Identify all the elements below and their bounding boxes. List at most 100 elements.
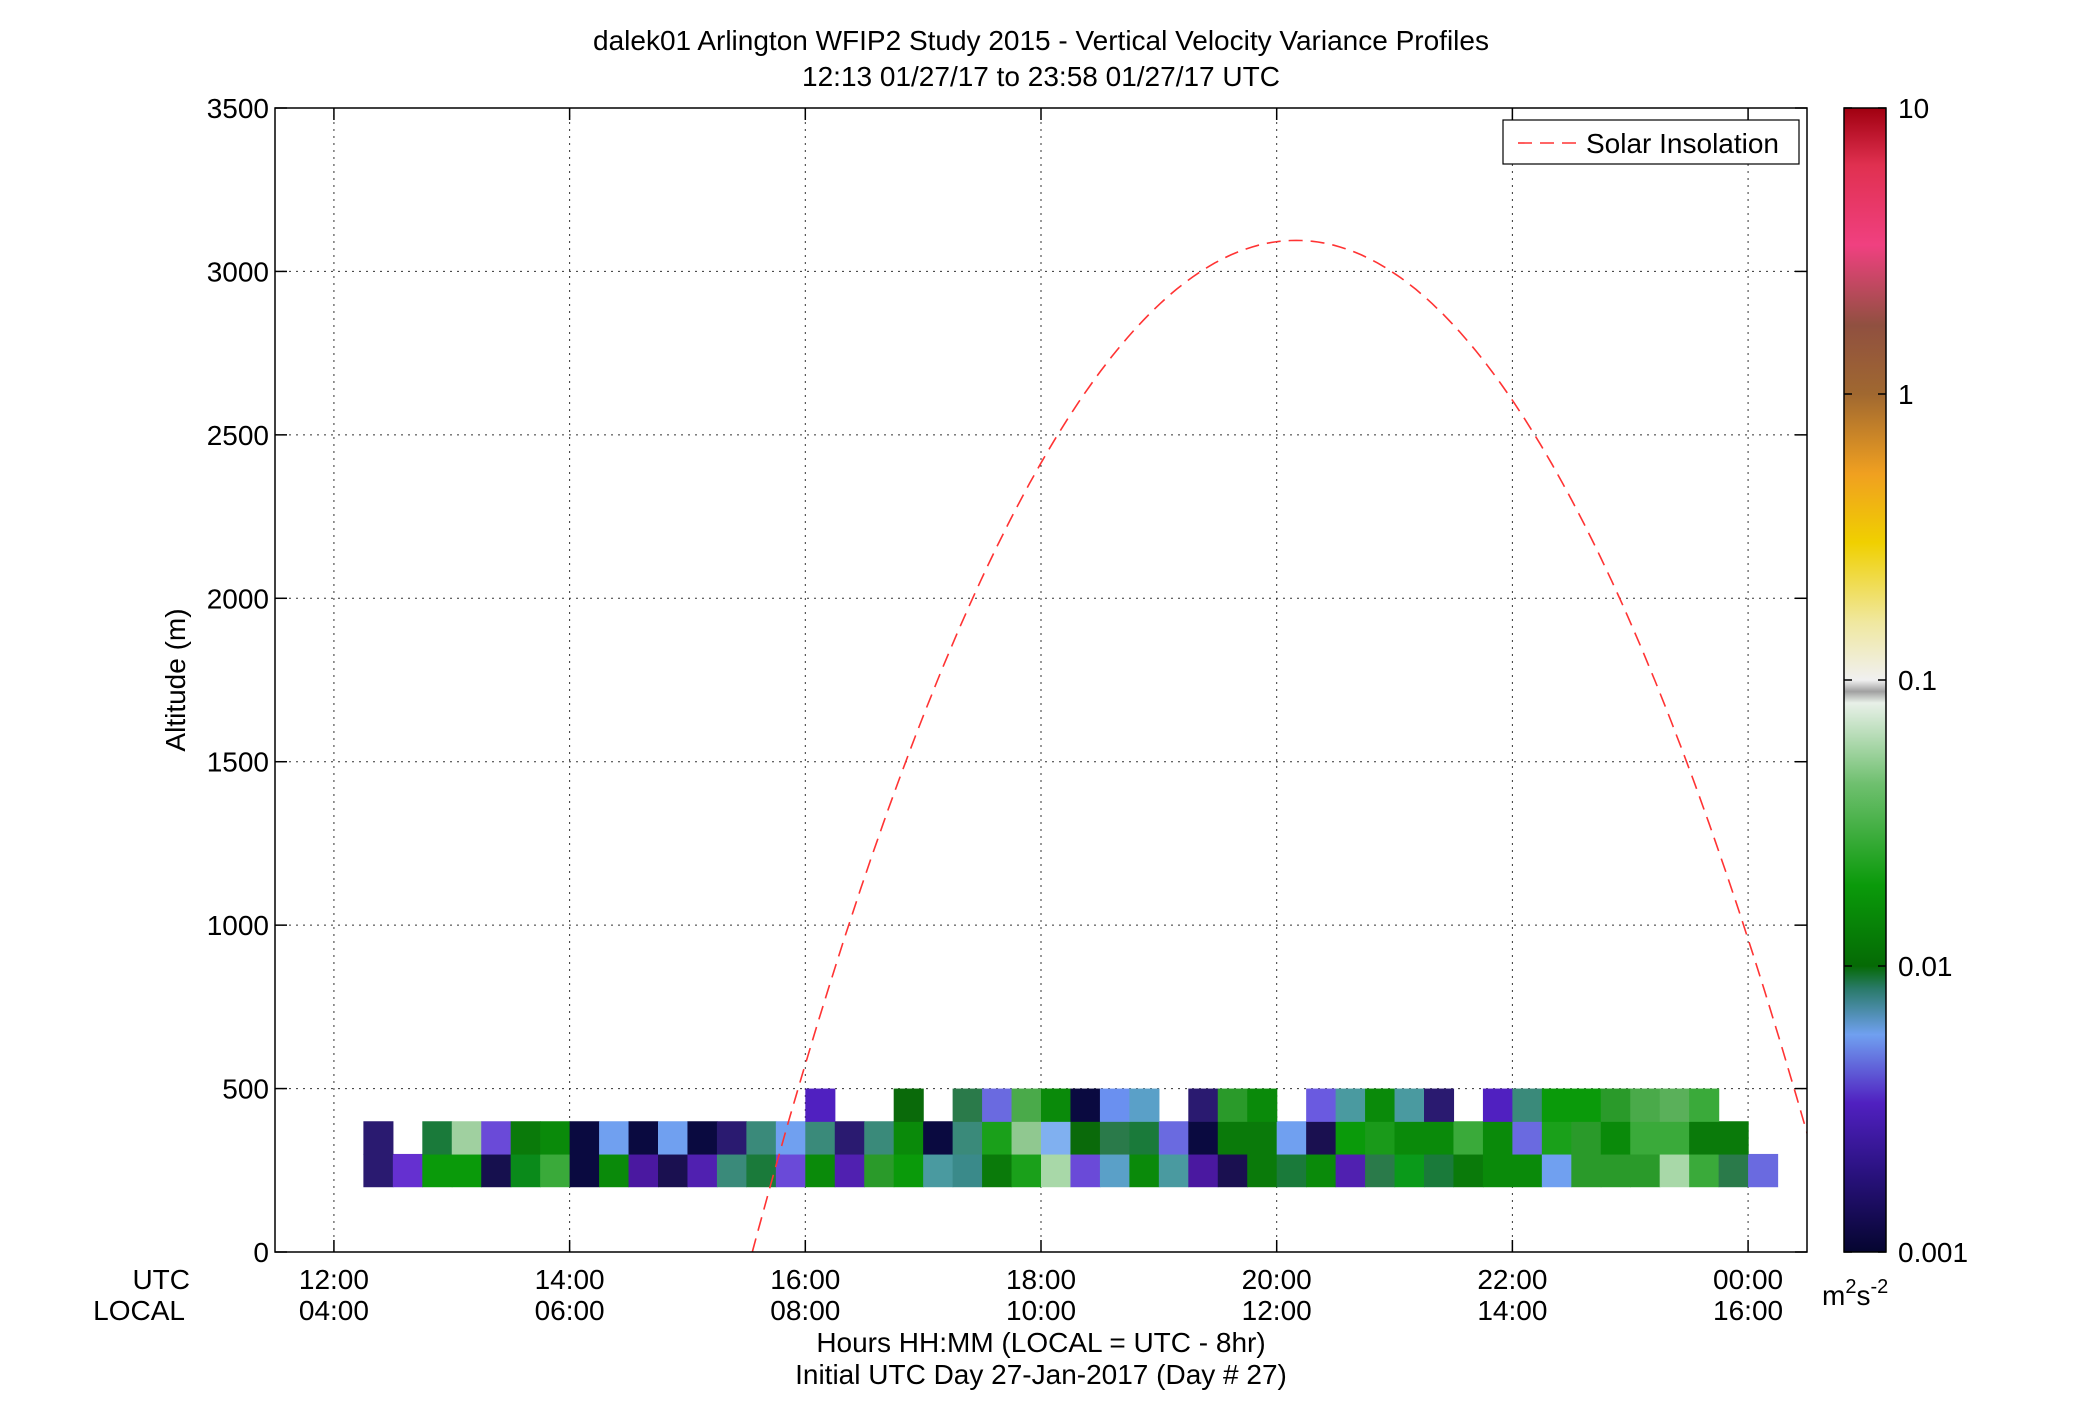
heatmap-cell — [1158, 1153, 1189, 1188]
heatmap-cell — [864, 1121, 895, 1155]
heatmap-cell — [1453, 1121, 1484, 1155]
x-tick-label-local: 08:00 — [770, 1295, 840, 1326]
axis-ticks: 12:0004:0014:0006:0016:0008:0018:0010:00… — [207, 93, 1807, 1326]
heatmap-cell — [1335, 1121, 1366, 1155]
heatmap-cell — [775, 1121, 806, 1155]
y-tick-label: 2500 — [207, 420, 269, 451]
heatmap-cell — [864, 1153, 895, 1188]
x-tick-label-utc: 16:00 — [770, 1264, 840, 1295]
heatmap-cell — [1748, 1153, 1779, 1188]
heatmap-cell — [1394, 1153, 1425, 1188]
heatmap-cell — [1099, 1088, 1130, 1122]
heatmap-cell — [952, 1153, 983, 1188]
heatmap-cell — [1424, 1153, 1455, 1188]
colorbar-tick-label: 0.01 — [1898, 951, 1953, 982]
heatmap-cell — [923, 1121, 954, 1155]
heatmap-cell — [1247, 1121, 1278, 1155]
heatmap-cell — [1600, 1121, 1631, 1155]
heatmap-cell — [599, 1153, 630, 1188]
heatmap-cell — [1011, 1153, 1042, 1188]
heatmap-cell — [540, 1121, 571, 1155]
heatmap-cell — [1394, 1088, 1425, 1122]
x-tick-label-utc: 00:00 — [1713, 1264, 1783, 1295]
solar-insolation-layer — [751, 239, 1807, 1252]
x-tick-label-utc: 22:00 — [1477, 1264, 1547, 1295]
heatmap-cell — [510, 1121, 541, 1155]
heatmap-cell — [1689, 1121, 1720, 1155]
heatmap-cell — [1512, 1153, 1543, 1188]
y-tick-label: 1500 — [207, 747, 269, 778]
x-axis-local-row-label: LOCAL — [93, 1295, 185, 1326]
heatmap-cell — [1482, 1121, 1513, 1155]
heatmap-cell — [1158, 1121, 1189, 1155]
heatmap-cell — [1011, 1088, 1042, 1122]
heatmap-cell — [1424, 1121, 1455, 1155]
heatmap-cell — [1659, 1088, 1690, 1122]
heatmap-cell — [1365, 1153, 1396, 1188]
heatmap-cell — [805, 1153, 836, 1188]
heatmap-cell — [1424, 1088, 1455, 1122]
heatmap-cell — [510, 1153, 541, 1188]
heatmap-cell — [422, 1121, 453, 1155]
colorbar-tick-label: 10 — [1898, 93, 1929, 124]
heatmap-cell — [1571, 1088, 1602, 1122]
heatmap-cell — [1099, 1121, 1130, 1155]
heatmap-cell — [1718, 1121, 1749, 1155]
heatmap-cell — [1689, 1153, 1720, 1188]
heatmap-cell — [1129, 1088, 1160, 1122]
heatmap-cell — [1247, 1153, 1278, 1188]
heatmap-cell — [805, 1121, 836, 1155]
x-tick-label-utc: 12:00 — [299, 1264, 369, 1295]
heatmap-cell — [1482, 1153, 1513, 1188]
heatmap-cells — [363, 1088, 1779, 1188]
heatmap-cell — [893, 1153, 924, 1188]
heatmap-cell — [599, 1121, 630, 1155]
heatmap-cell — [569, 1153, 600, 1188]
heatmap-cell — [1276, 1121, 1307, 1155]
x-tick-label-local: 10:00 — [1006, 1295, 1076, 1326]
x-tick-label-utc: 18:00 — [1006, 1264, 1076, 1295]
heatmap-cell — [1541, 1153, 1572, 1188]
y-tick-label: 500 — [222, 1074, 269, 1105]
colorbar-unit-base: m — [1822, 1280, 1845, 1311]
heatmap-cell — [628, 1153, 659, 1188]
solar-insolation-curve — [751, 239, 1807, 1252]
x-axis-label-day: Initial UTC Day 27-Jan-2017 (Day # 27) — [795, 1359, 1287, 1390]
plot-area — [275, 108, 1807, 1252]
heatmap-cell — [1041, 1088, 1072, 1122]
heatmap-cell — [1276, 1153, 1307, 1188]
x-tick-label-local: 16:00 — [1713, 1295, 1783, 1326]
heatmap-cell — [422, 1153, 453, 1188]
y-tick-label: 0 — [253, 1237, 269, 1268]
colorbar-unit-mid: s — [1856, 1280, 1870, 1311]
heatmap-cell — [1541, 1088, 1572, 1122]
heatmap-cell — [392, 1153, 423, 1188]
heatmap-cell — [982, 1153, 1013, 1188]
heatmap-cell — [481, 1121, 512, 1155]
heatmap-cell — [834, 1153, 865, 1188]
heatmap-cell — [1070, 1121, 1101, 1155]
x-tick-label-utc: 20:00 — [1242, 1264, 1312, 1295]
colorbar-tick-label: 0.001 — [1898, 1237, 1968, 1268]
x-tick-label-local: 14:00 — [1477, 1295, 1547, 1326]
heatmap-cell — [1482, 1088, 1513, 1122]
heatmap-cell — [1129, 1153, 1160, 1188]
y-tick-label: 1000 — [207, 910, 269, 941]
heatmap-cell — [1571, 1121, 1602, 1155]
heatmap-cell — [1600, 1088, 1631, 1122]
heatmap-cell — [1217, 1121, 1248, 1155]
heatmap-cell — [1188, 1121, 1219, 1155]
x-tick-label-utc: 14:00 — [535, 1264, 605, 1295]
legend-box — [1502, 119, 1800, 165]
heatmap-cell — [1718, 1153, 1749, 1188]
heatmap-cell — [658, 1153, 689, 1188]
y-tick-label: 3000 — [207, 256, 269, 287]
heatmap-cell — [1512, 1121, 1543, 1155]
heatmap-cell — [451, 1153, 482, 1188]
heatmap-cell — [1394, 1121, 1425, 1155]
heatmap-cell — [1659, 1121, 1690, 1155]
heatmap-cell — [1129, 1121, 1160, 1155]
heatmap-cell — [1689, 1088, 1720, 1122]
legend-label: Solar Insolation — [1586, 128, 1779, 159]
